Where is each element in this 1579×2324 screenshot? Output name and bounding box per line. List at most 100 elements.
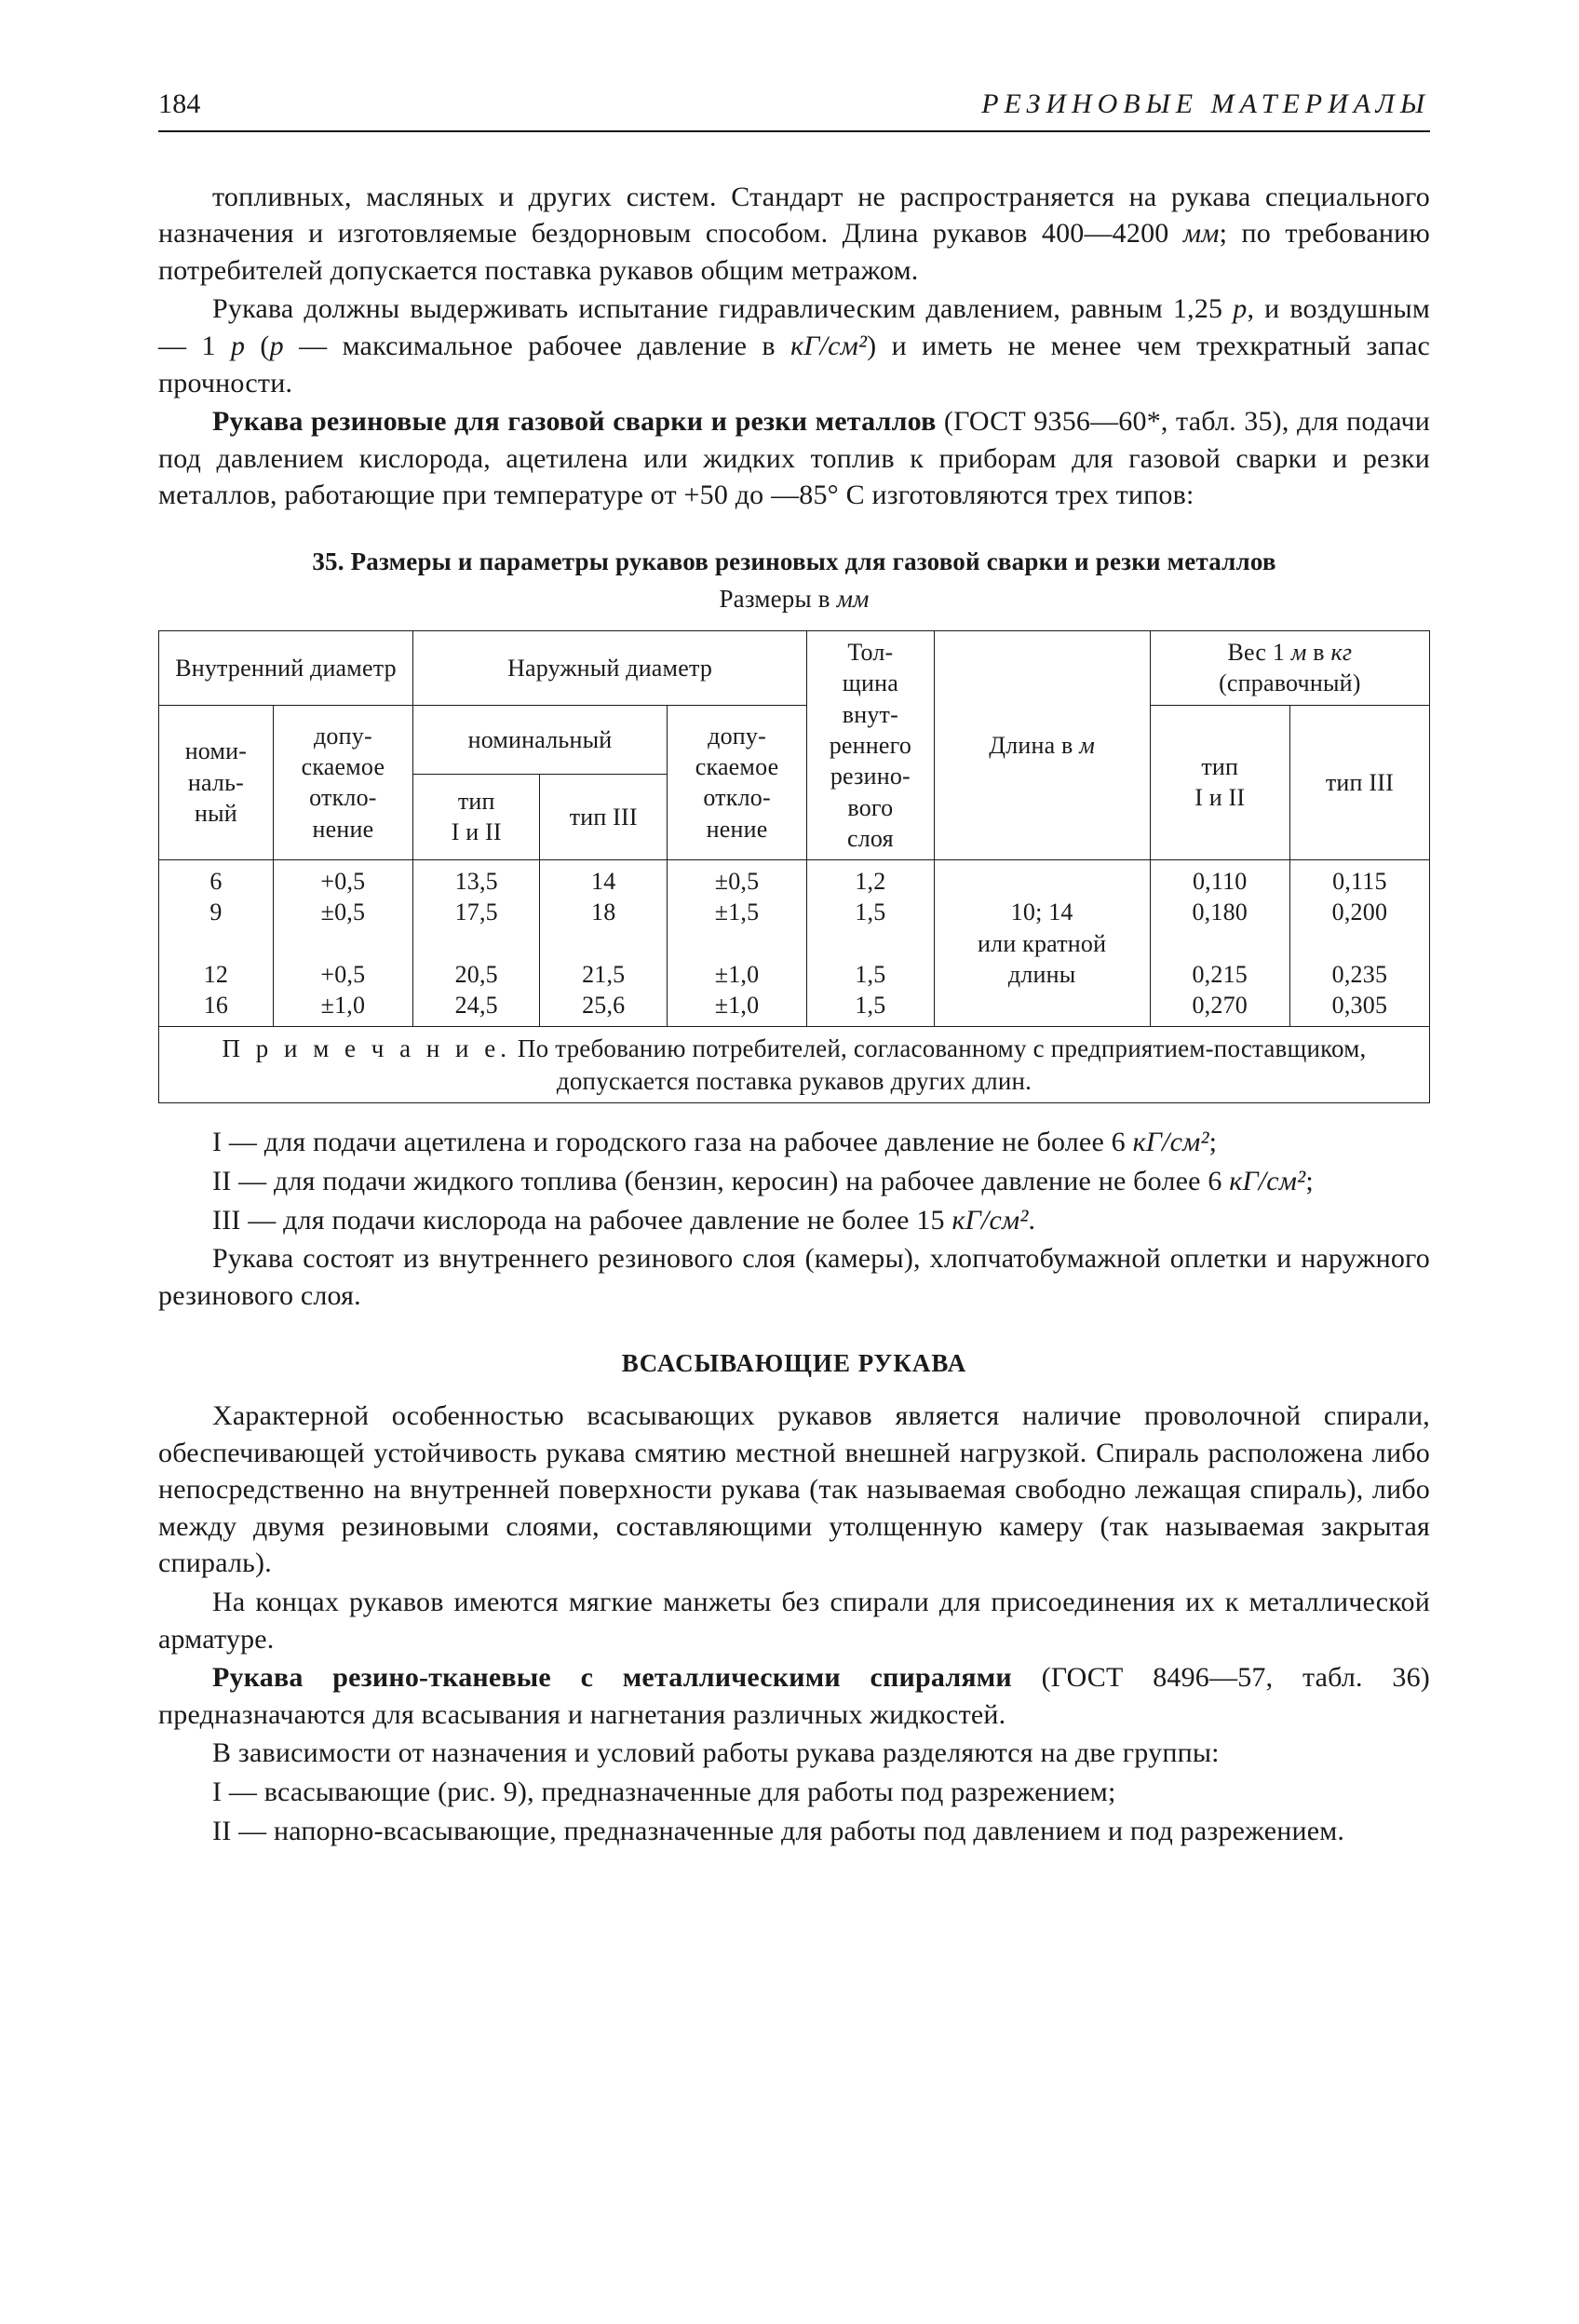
cell: 14 18 21,5 25,6 <box>540 860 668 1027</box>
unit: кг <box>1330 639 1352 666</box>
unit: м <box>1079 732 1095 759</box>
table-note-row: П р и м е ч а н и е. По требованию потре… <box>159 1027 1430 1103</box>
text: допу- <box>708 723 766 750</box>
running-title: РЕЗИНОВЫЕ МАТЕРИАЛЫ <box>981 86 1430 123</box>
section-heading: ВСАСЫВАЮЩИЕ РУКАВА <box>158 1347 1430 1381</box>
paragraph: Рукава состоят из внутреннего резинового… <box>158 1240 1430 1314</box>
text: ; <box>1209 1127 1218 1157</box>
text: щина <box>843 669 898 696</box>
val: 1,5 <box>855 899 885 926</box>
th-nominal-inner: номи- наль- ный <box>159 705 274 859</box>
val: 0,270 <box>1192 992 1248 1019</box>
text: ( <box>245 331 269 361</box>
text: нение <box>313 816 374 843</box>
val: 0,115 <box>1332 868 1387 895</box>
paragraph: Рукава резиновые для газовой сварки и ре… <box>158 403 1430 514</box>
cell: +0,5 ±0,5 +0,5 ±1,0 <box>273 860 412 1027</box>
text: . <box>1029 1205 1036 1236</box>
val: ±1,0 <box>715 992 760 1019</box>
text: откло- <box>309 784 376 811</box>
paragraph: топливных, масляных и других систем. Ста… <box>158 179 1430 290</box>
text: Размеры в <box>719 585 836 613</box>
running-head: 184 РЕЗИНОВЫЕ МАТЕРИАЛЫ <box>158 86 1430 123</box>
text: Тол- <box>847 639 893 666</box>
paragraph: II — для подачи жидкого топлива (бензин,… <box>158 1163 1430 1200</box>
val: 9 <box>209 899 222 926</box>
val: длины <box>1008 961 1076 988</box>
th-type-12: тип I и II <box>412 774 540 859</box>
th-length: Длина в м <box>934 631 1150 860</box>
th-weight-t3: тип III <box>1289 705 1429 859</box>
text: резино- <box>830 763 911 790</box>
th-weight-t12: тип I и II <box>1150 705 1289 859</box>
val: 1,5 <box>855 992 885 1019</box>
unit: м <box>1291 639 1307 666</box>
val: 10; 14 <box>1011 899 1073 926</box>
th-tol-outer: допу- скаемое откло- нение <box>667 705 806 859</box>
val: 0,305 <box>1332 992 1388 1019</box>
text: ный <box>195 800 237 827</box>
cell: 1,2 1,5 1,5 1,5 <box>807 860 935 1027</box>
cell-length: 10; 14 или кратной длины <box>934 860 1150 1027</box>
text: откло- <box>703 784 770 811</box>
header-rule <box>158 130 1430 132</box>
val: 20,5 <box>455 961 498 988</box>
text: слоя <box>847 825 894 852</box>
val: 1,5 <box>855 961 885 988</box>
text: II — для подачи жидкого топлива (бензин,… <box>212 1166 1229 1196</box>
text: нение <box>707 816 768 843</box>
val: 0,235 <box>1332 961 1388 988</box>
text: номи- <box>185 737 247 764</box>
unit: кГ/см² <box>951 1205 1028 1236</box>
val: 6 <box>209 868 222 895</box>
val: ±1,5 <box>715 899 760 926</box>
val: ±0,5 <box>715 868 760 895</box>
val: 1,2 <box>855 868 885 895</box>
val: 0,180 <box>1192 899 1248 926</box>
val: +0,5 ±1,0 <box>320 961 365 1019</box>
text: допу- <box>314 723 372 750</box>
cell: 0,115 0,200 0,235 0,305 <box>1289 860 1429 1027</box>
unit: кГ/см² <box>790 331 867 361</box>
var: p <box>1233 293 1247 324</box>
paragraph: В зависимости от назначения и условий ра… <box>158 1735 1430 1772</box>
note-label: П р и м е ч а н и е. <box>223 1034 511 1062</box>
cell: 13,5 17,5 20,5 24,5 <box>412 860 540 1027</box>
val: 17,5 <box>455 899 498 926</box>
run-in-heading: Рукава резино-тканевые с металлическими … <box>212 1662 1012 1693</box>
th-type-3: тип III <box>540 774 668 859</box>
text: I — для подачи ацетилена и городского га… <box>212 1127 1133 1157</box>
val: 0,110 <box>1193 868 1248 895</box>
val: 0,200 <box>1332 899 1388 926</box>
text: Рукава должны выдерживать испытание гидр… <box>212 293 1233 324</box>
table-row: Внутренний диаметр Наружный диаметр Тол-… <box>159 631 1430 706</box>
page-number: 184 <box>158 86 201 123</box>
val: +0,5 ±0,5 <box>320 868 365 926</box>
text: III — для подачи кислорода на рабочее да… <box>212 1205 951 1236</box>
text: Вес 1 <box>1227 639 1290 666</box>
val: 16 <box>204 992 228 1019</box>
val: 13,5 <box>455 868 498 895</box>
text: (справочный) <box>1219 669 1361 696</box>
th-weight: Вес 1 м в кг (справочный) <box>1150 631 1429 706</box>
cell: 6 9 12 16 <box>159 860 274 1027</box>
th-tol-inner: допу- скаемое откло- нение <box>273 705 412 859</box>
page: 184 РЕЗИНОВЫЕ МАТЕРИАЛЫ топливных, масля… <box>0 0 1579 2324</box>
text: наль- <box>188 769 244 796</box>
paragraph: III — для подачи кислорода на рабочее да… <box>158 1202 1430 1239</box>
table-35: Внутренний диаметр Наружный диаметр Тол-… <box>158 630 1430 1103</box>
text: вого <box>847 794 893 821</box>
th-inner-diameter: Внутренний диаметр <box>159 631 413 706</box>
cell: 0,110 0,180 0,215 0,270 <box>1150 860 1289 1027</box>
unit: кГ/см² <box>1133 1127 1209 1157</box>
text: ; <box>1305 1166 1314 1196</box>
val: 0,215 <box>1192 961 1248 988</box>
val: или кратной <box>978 930 1106 957</box>
text: скаемое <box>302 753 385 780</box>
val: 18 <box>591 899 615 926</box>
th-outer-diameter: Наружный диаметр <box>412 631 806 706</box>
paragraph: Характерной особенностью всасывающих рук… <box>158 1398 1430 1582</box>
text: реннего <box>830 732 911 759</box>
var: p <box>270 331 284 361</box>
val: 24,5 <box>455 992 498 1019</box>
